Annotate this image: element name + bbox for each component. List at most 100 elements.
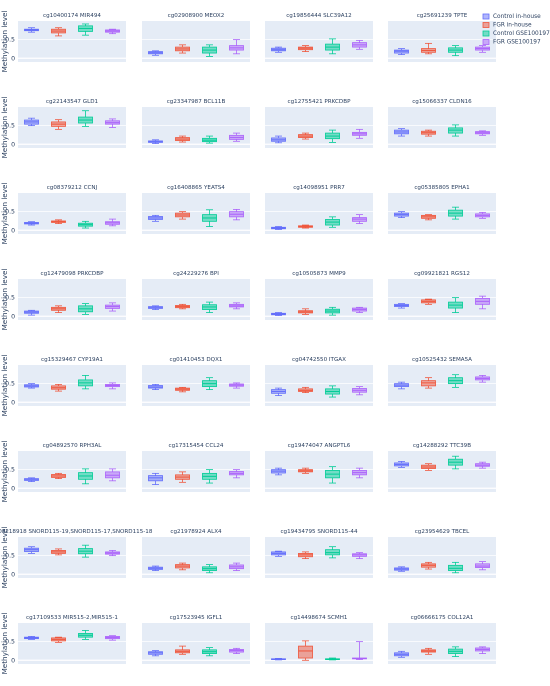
panel-title: cg19474047 ANGPTL6 <box>288 443 351 449</box>
panel: cg24229276 BPI <box>142 271 250 320</box>
panel: cg08379212 CCNJ 0 0.5 <box>5 185 126 234</box>
plot-area <box>18 21 126 62</box>
panel: cg17523945 IGFL1 <box>142 615 250 664</box>
plot-area <box>142 537 250 578</box>
panel: cg04892570 RPH3AL 0 0.5 <box>5 443 126 492</box>
panel-title: cg10400174 MIR494 <box>43 13 101 19</box>
panel-title: cg16408865 YEATS4 <box>167 185 225 191</box>
panel-title: cg15066337 CLDN16 <box>412 99 472 105</box>
panel: cg15066337 CLDN16 <box>388 99 496 148</box>
plot-area <box>388 107 496 148</box>
panel-title: cg14098951 PRR7 <box>293 185 345 191</box>
y-tick-label: 0 <box>11 227 15 234</box>
panel-title: cg04742550 ITGAX <box>292 357 346 363</box>
panel-title: cg14288292 TTC39B <box>413 443 471 449</box>
panel: cg10400174 MIR494 0 0.5 <box>5 13 126 62</box>
y-axis-title: Methylation level <box>0 97 9 159</box>
legend-item[interactable]: Control GSE100197 <box>482 30 550 37</box>
plot-area <box>18 279 126 320</box>
panel-title: cg12479098 PRKCDBP <box>41 271 105 277</box>
plot-area <box>18 193 126 234</box>
panel-title: cg23347987 BCL11B <box>167 99 226 105</box>
panel: cg08218918 SNORD115-19,SNORD115-17,SNORD… <box>0 529 153 578</box>
y-axis-title: Methylation level <box>0 183 9 245</box>
legend-item[interactable]: FGR in-house <box>482 22 532 29</box>
plot-area <box>18 107 126 148</box>
y-tick-label: 0.5 <box>5 467 15 474</box>
panel: cg23347987 BCL11B <box>142 99 250 148</box>
panels-layer: cg10400174 MIR494 0 0.5 cg02908900 MEOX2 cg1… <box>0 13 496 664</box>
legend-swatch <box>482 22 490 28</box>
panel: cg19434795 SNORD115-44 <box>265 529 373 578</box>
panel: cg23954629 TBCEL <box>388 529 496 578</box>
legend-swatch <box>482 13 490 20</box>
plot-area <box>388 537 496 578</box>
y-tick-label: 0 <box>11 399 15 406</box>
y-tick-label: 0.5 <box>5 123 15 130</box>
panel: cg21978924 ALX4 <box>142 529 250 578</box>
plot-area <box>265 107 373 148</box>
plot-area <box>18 537 126 578</box>
panel: cg17315454 CCL24 <box>142 443 250 492</box>
panel-title: cg08379212 CCNJ <box>47 185 98 191</box>
y-tick-label: 0 <box>11 485 15 492</box>
panel-title: cg17523945 IGFL1 <box>170 615 223 621</box>
legend-swatch <box>482 30 490 37</box>
y-tick-label: 0 <box>11 571 15 578</box>
panel: cg22143547 GLD1 0 0.5 <box>5 99 126 148</box>
panel-title: cg10505873 MMP9 <box>292 271 346 277</box>
panel-title: cg04892570 RPH3AL <box>43 443 103 449</box>
box[interactable] <box>298 645 313 659</box>
panel-title: cg17315454 CCL24 <box>169 443 224 449</box>
legend-label: FGR GSE100197 <box>493 40 541 46</box>
y-tick-label: 0.5 <box>5 209 15 216</box>
panel-title: cg23954629 TBCEL <box>415 529 470 535</box>
y-tick-label: 0.5 <box>5 553 15 560</box>
legend-item[interactable]: Control in-house <box>482 13 541 20</box>
panel-title: cg02908900 MEOX2 <box>168 13 225 19</box>
panel: cg02908900 MEOX2 <box>142 13 250 62</box>
panel-title: cg12755421 PRKCDBP <box>288 99 352 105</box>
panel-title: cg09921821 RGS12 <box>414 271 470 277</box>
plot-area <box>265 365 373 406</box>
panel: cg15329467 CYP19A1 0 0.5 <box>5 357 126 406</box>
y-tick-label: 0.5 <box>5 295 15 302</box>
panel-title: cg01410453 DQX1 <box>170 357 223 363</box>
panel-title: cg17109533 MIR515-2,MIR515-1 <box>26 615 118 621</box>
panel: cg25691239 TPTE <box>388 13 496 62</box>
y-tick-label: 0.5 <box>5 37 15 44</box>
panel-title: cg15329467 CYP19A1 <box>41 357 103 363</box>
y-tick-label: 0.5 <box>5 639 15 646</box>
legend-item[interactable]: FGR GSE100197 <box>482 39 541 46</box>
y-tick-label: 0 <box>11 141 15 148</box>
panel-title: cg19434795 SNORD115-44 <box>280 529 357 535</box>
panel: cg10505873 MMP9 <box>265 271 373 320</box>
panel: cg14288292 TTC39B <box>388 443 496 492</box>
y-tick-label: 0.5 <box>5 381 15 388</box>
panel: cg01410453 DQX1 <box>142 357 250 406</box>
panel-title: cg22143547 GLD1 <box>46 99 99 105</box>
legend[interactable]: Control in-house FGR in-house Control GSE1… <box>482 13 550 46</box>
y-axis-title: Methylation level <box>0 613 9 675</box>
panel: cg05385805 EPHA1 <box>388 185 496 234</box>
plot-area <box>142 21 250 62</box>
plot-area <box>265 623 373 664</box>
panel-title: cg05385805 EPHA1 <box>414 185 470 191</box>
plot-area <box>265 537 373 578</box>
y-axis-titles: Methylation level Methylation level Methyl… <box>0 11 9 675</box>
panel-title: cg21978924 ALX4 <box>170 529 222 535</box>
panel-title: cg06666175 COL12A1 <box>411 615 474 621</box>
panel: cg06666175 COL12A1 <box>388 615 496 664</box>
y-axis-title: Methylation level <box>0 441 9 503</box>
plot-area <box>18 623 126 664</box>
panel-title: cg19856444 SLC39A12 <box>286 13 352 19</box>
panel: cg16408865 YEATS4 <box>142 185 250 234</box>
panel: cg14098951 PRR7 <box>265 185 373 234</box>
plot-area <box>265 21 373 62</box>
panel: cg04742550 ITGAX <box>265 357 373 406</box>
panel: cg19474047 ANGPTL6 <box>265 443 373 492</box>
panel-title: cg24229276 BPI <box>173 271 219 277</box>
panel-title: cg08218918 SNORD115-19,SNORD115-17,SNORD… <box>0 529 153 535</box>
panel-title: cg14498674 SCMH1 <box>291 615 348 621</box>
